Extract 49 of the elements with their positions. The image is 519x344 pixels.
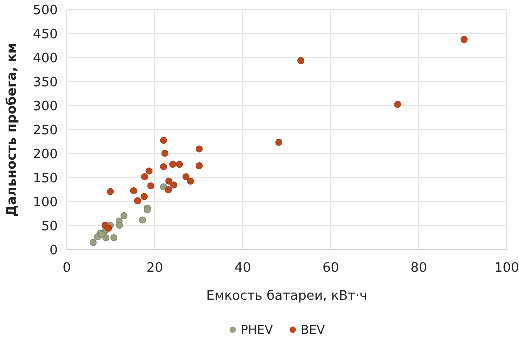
x-tick-label: 0 xyxy=(62,261,72,276)
point xyxy=(170,182,178,189)
y-tick-label: 500 xyxy=(33,4,58,19)
legend-label: BEV xyxy=(301,323,326,338)
point xyxy=(196,162,203,170)
legend-label: PHEV xyxy=(241,323,274,338)
point xyxy=(116,222,124,230)
point xyxy=(146,168,153,175)
point xyxy=(160,137,168,144)
x-tick-label: 100 xyxy=(494,261,519,276)
point xyxy=(298,57,305,64)
y-axis-title: Дальность пробега, км xyxy=(5,43,20,217)
point xyxy=(162,150,169,158)
point xyxy=(140,193,148,200)
point xyxy=(165,186,172,194)
point xyxy=(176,161,184,168)
y-tick-label: 100 xyxy=(33,196,58,211)
point xyxy=(182,174,190,181)
point xyxy=(130,187,138,194)
point xyxy=(139,216,146,224)
y-tick-label: 450 xyxy=(33,28,58,43)
y-tick-label: 350 xyxy=(33,76,58,91)
x-axis-title: Емкость батареи, кВт·ч xyxy=(206,289,368,304)
point xyxy=(187,178,194,185)
y-tick-label: 200 xyxy=(33,148,58,163)
point xyxy=(134,198,142,205)
point xyxy=(460,36,468,44)
point xyxy=(107,188,114,196)
y-tick-label: 300 xyxy=(33,100,58,115)
x-tick-label: 80 xyxy=(410,261,428,276)
point xyxy=(160,163,168,170)
point xyxy=(196,146,203,153)
y-tick-label: 0 xyxy=(50,244,58,259)
point xyxy=(110,234,118,242)
point xyxy=(170,161,177,168)
point xyxy=(120,212,128,220)
x-tick-label: 20 xyxy=(146,261,164,276)
point xyxy=(394,101,402,108)
y-tick-label: 50 xyxy=(41,220,58,235)
point xyxy=(148,182,155,190)
point xyxy=(166,178,173,185)
x-tick-label: 60 xyxy=(322,261,340,276)
y-tick-label: 400 xyxy=(33,52,58,67)
point xyxy=(276,138,283,146)
y-tick-label: 250 xyxy=(33,124,58,139)
point xyxy=(141,174,148,181)
point xyxy=(90,239,97,246)
x-tick-label: 40 xyxy=(234,261,252,276)
y-tick-label: 150 xyxy=(33,172,58,187)
